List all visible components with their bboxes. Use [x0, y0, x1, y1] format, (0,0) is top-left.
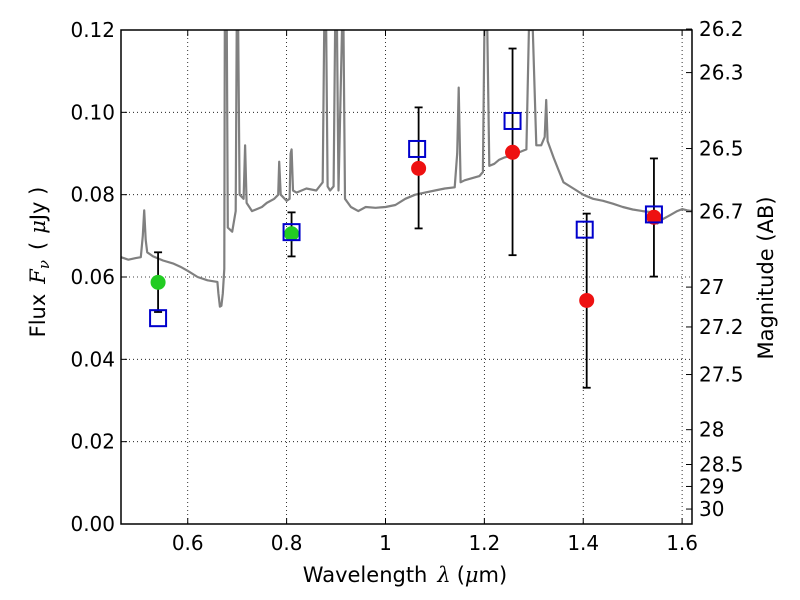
- x-tick-label: 0.6: [172, 531, 204, 555]
- y2-tick-label: 27.2: [699, 315, 744, 339]
- plot-area: [121, 30, 692, 308]
- y-axis-label: FluxFν(μJy ): [26, 187, 53, 338]
- y-tick-label: 0.12: [70, 18, 115, 42]
- markers: [149, 111, 663, 328]
- data-point: [505, 144, 521, 160]
- y2-tick-label: 30: [699, 497, 724, 521]
- model-square: [149, 309, 168, 328]
- model-square: [575, 220, 594, 239]
- y2-tick-label: 26.5: [699, 137, 744, 161]
- plot-background: [121, 30, 692, 524]
- y2-tick-label: 28.5: [699, 452, 744, 476]
- y2-tick-label: 29: [699, 474, 724, 498]
- y2-tick-label: 26.7: [699, 200, 744, 224]
- y-tick-label: 0.04: [70, 347, 115, 371]
- x-tick-label: 1: [379, 531, 392, 555]
- y2-tick-label: 26.3: [699, 61, 744, 85]
- model-square: [408, 139, 427, 158]
- model-square: [282, 223, 301, 242]
- y2-axis-label: Magnitude (AB): [754, 196, 778, 359]
- data-point: [646, 209, 662, 225]
- y-tick-label: 0.00: [70, 512, 115, 536]
- x-tick-label: 1.2: [468, 531, 500, 555]
- data-point: [150, 274, 166, 290]
- x-axis-label: Wavelength λ (μm): [303, 563, 507, 587]
- x-tick-label: 1.4: [567, 531, 599, 555]
- y2-tick-label: 27.5: [699, 363, 744, 387]
- model-square: [503, 111, 522, 130]
- data-point: [411, 160, 427, 176]
- spectrum-line: [121, 30, 692, 308]
- x-tick-label: 0.8: [271, 531, 303, 555]
- y-tick-label: 0.06: [70, 265, 115, 289]
- data-point: [284, 226, 300, 242]
- y-tick-label: 0.02: [70, 430, 115, 454]
- y2-tick-label: 28: [699, 418, 724, 442]
- x-tick-label: 1.6: [666, 531, 698, 555]
- y2-tick-label: 27: [699, 275, 724, 299]
- model-square: [644, 205, 663, 224]
- y2-tick-label: 26.2: [699, 17, 744, 41]
- y-tick-label: 0.10: [70, 100, 115, 124]
- y-tick-label: 0.08: [70, 183, 115, 207]
- data-point: [579, 292, 595, 308]
- axis-ticks: 0.6 0.8 1 1.2 1.4 1.6 0.00 0.02 0.04 0.06 0.08 0.10…: [70, 17, 743, 555]
